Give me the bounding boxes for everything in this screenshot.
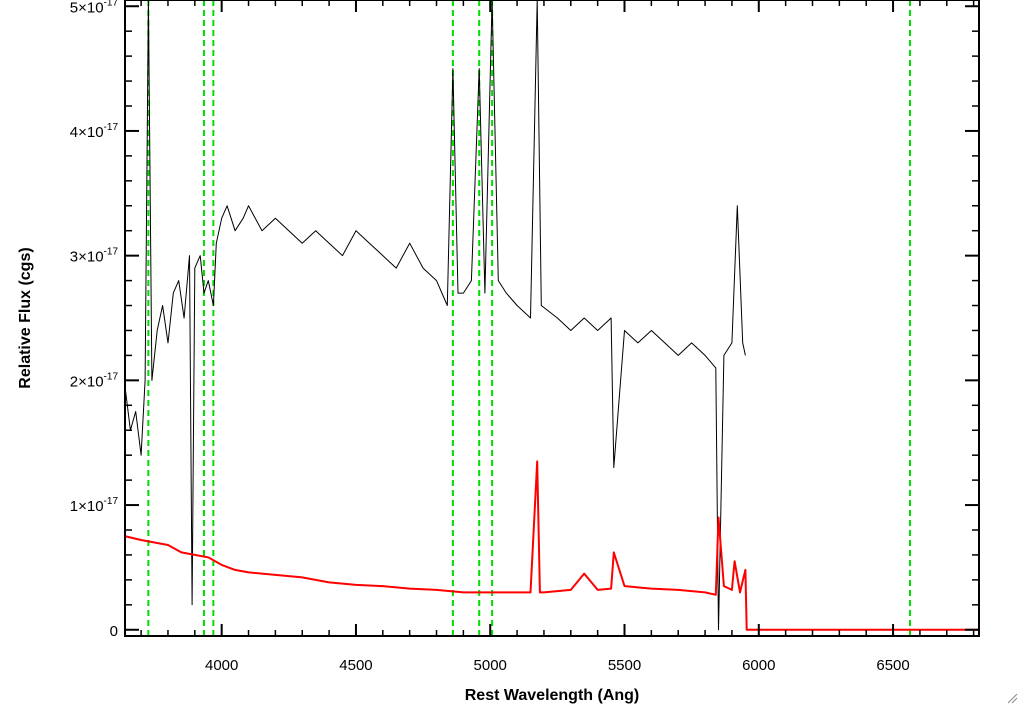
y-tick-label-1: 1×10-17 [70,496,119,515]
series-layer [125,0,979,631]
plot-frame [124,0,980,637]
reference-lines [147,0,911,636]
series-line-1 [125,460,979,631]
x-tick-label-2: 5000 [474,657,507,674]
x-tick-label-1: 4500 [339,657,372,674]
x-tick-label-5: 6500 [876,657,909,674]
y-axis: 0 1×10-17 2×10-17 3×10-17 4×10-17 5×10-17 [70,0,979,640]
x-tick-label-4: 6000 [742,657,775,674]
x-axis-title: Rest Wavelength (Ang) [465,687,640,704]
y-tick-label-3: 3×10-17 [70,247,119,266]
y-tick-label-0: 0 [110,623,118,640]
y-tick-label-2: 2×10-17 [70,371,119,390]
series-line-0 [125,0,746,631]
y-tick-label-5: 5×10-17 [70,0,119,16]
y-tick-label-4: 4×10-17 [70,122,119,141]
x-axis: 4000 4500 5000 5500 6000 6500 [140,0,975,674]
y-axis-title: Relative Flux (cgs) [17,247,34,388]
x-tick-label-0: 4000 [205,657,238,674]
resize-grip-icon[interactable] [1006,692,1018,704]
x-tick-label-3: 5500 [608,657,641,674]
